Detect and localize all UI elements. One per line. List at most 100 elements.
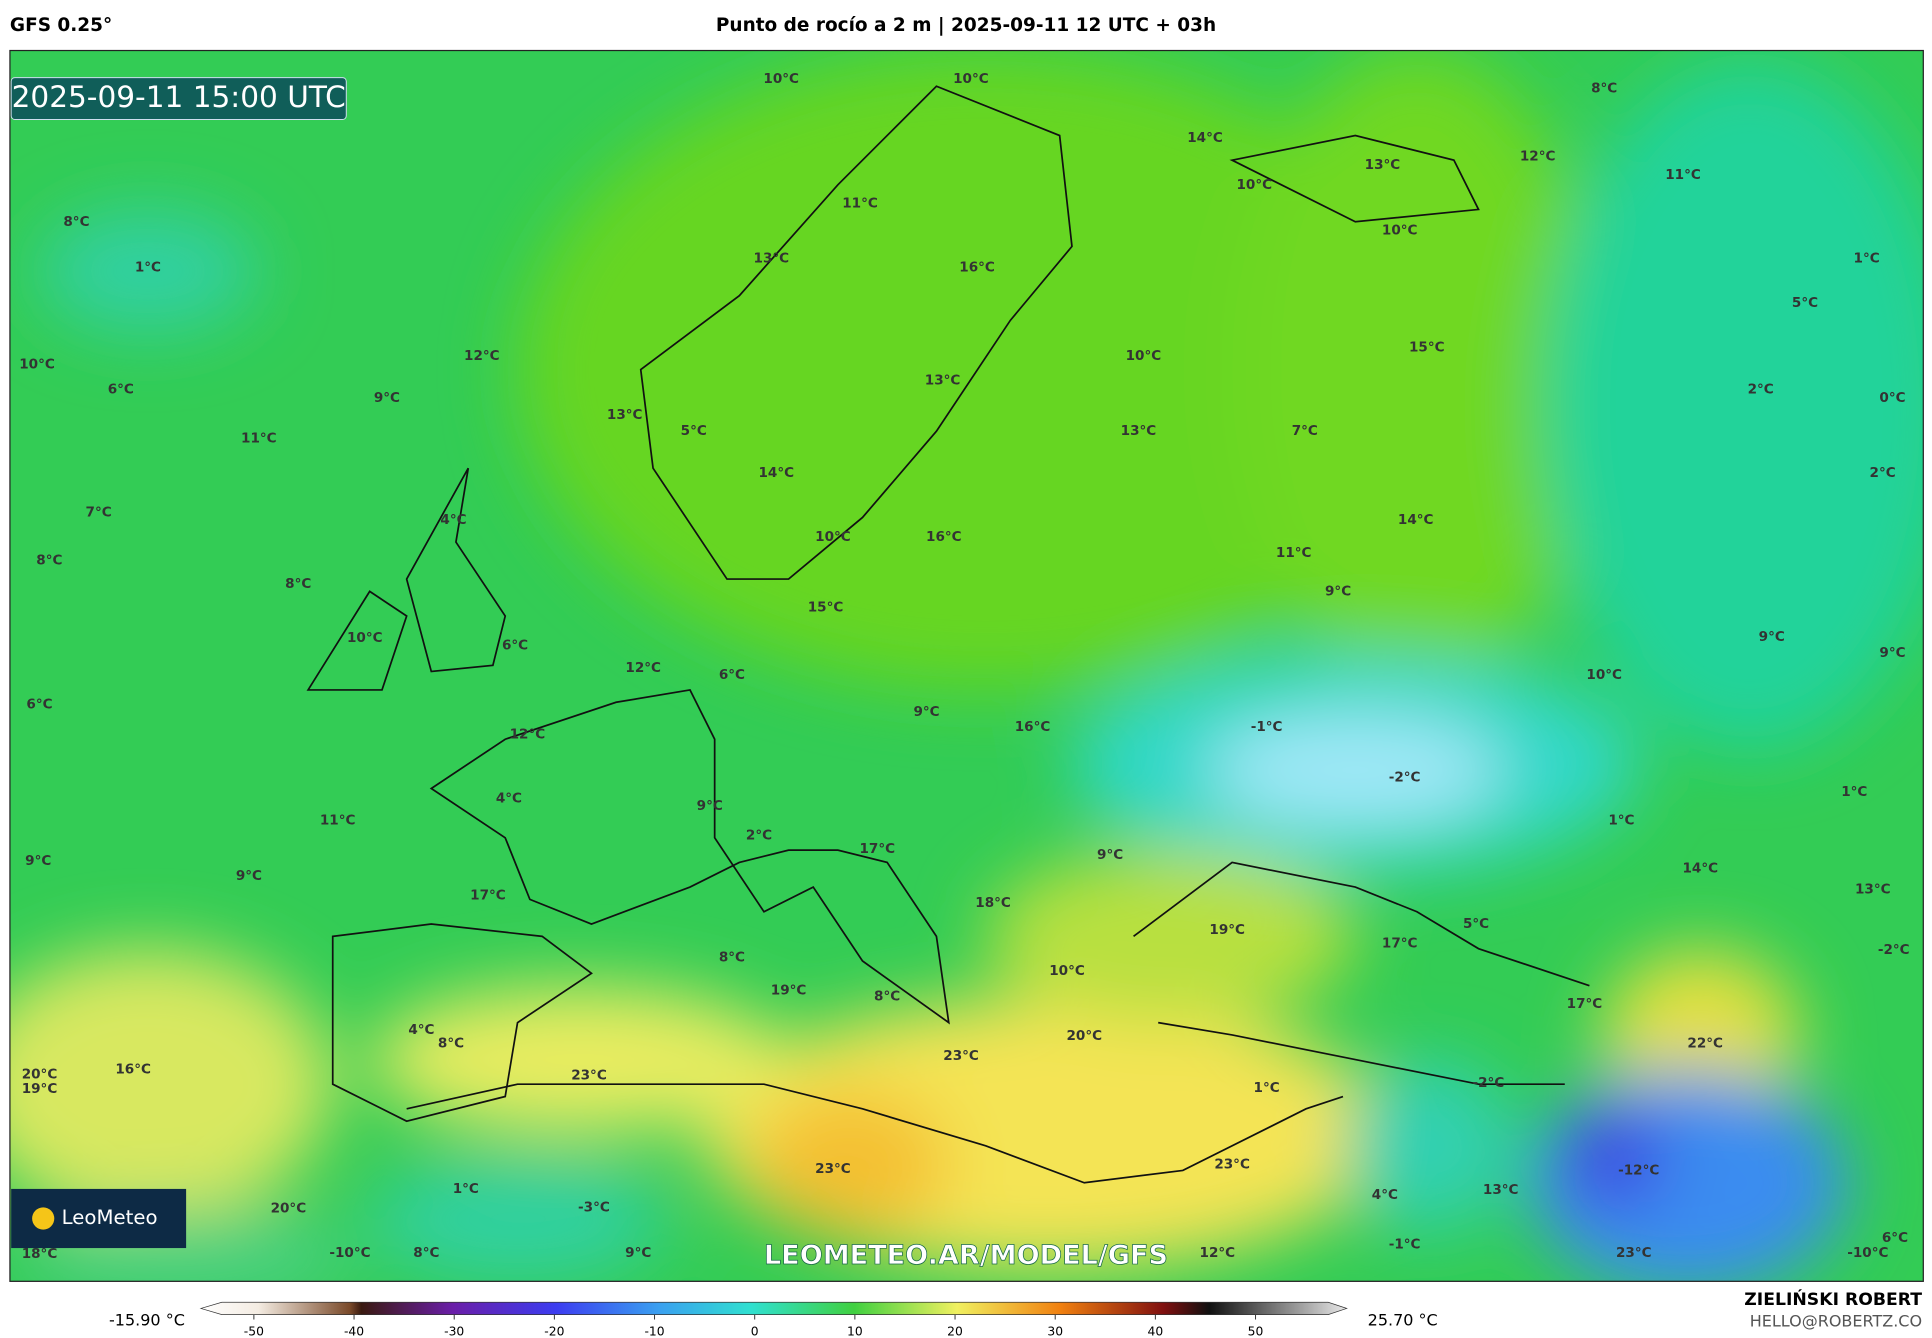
temperature-label: 19°C bbox=[22, 1081, 58, 1097]
temperature-label: 4°C bbox=[1372, 1187, 1398, 1203]
temperature-label: -2°C bbox=[1878, 942, 1910, 958]
temperature-label: 9°C bbox=[697, 798, 723, 814]
temperature-label: 9°C bbox=[236, 868, 262, 884]
temperature-label: 23°C bbox=[1616, 1245, 1652, 1261]
temperature-label: 10°C bbox=[1049, 963, 1085, 979]
logo-sun bbox=[32, 1207, 55, 1230]
colorbar-tick-label: 10 bbox=[847, 1324, 863, 1338]
temperature-label: 8°C bbox=[63, 214, 89, 230]
temperature-label: 18°C bbox=[22, 1246, 58, 1262]
temperature-label: 11°C bbox=[842, 195, 878, 211]
legend-min: -15.90 °C bbox=[109, 1310, 185, 1329]
temperature-label: 10°C bbox=[953, 71, 989, 87]
temperature-label: -1°C bbox=[1251, 719, 1283, 735]
colorbar-tick-label: 30 bbox=[1047, 1324, 1063, 1338]
field bbox=[9, 50, 1924, 1282]
temperature-label: 12°C bbox=[625, 660, 661, 676]
legend-max: 25.70 °C bbox=[1368, 1310, 1438, 1329]
temperature-label: 12°C bbox=[510, 726, 546, 742]
temperature-label: 6°C bbox=[108, 381, 134, 397]
temperature-label: 1°C bbox=[1254, 1080, 1280, 1096]
temperature-label: 10°C bbox=[815, 529, 851, 545]
temperature-label: 13°C bbox=[1855, 882, 1891, 898]
colorbar-tick-label: -10 bbox=[644, 1324, 664, 1338]
temperature-label: 13°C bbox=[1121, 423, 1157, 439]
temperature-label: -1°C bbox=[1389, 1236, 1421, 1252]
temperature-label: -10°C bbox=[329, 1245, 370, 1261]
temperature-label: 23°C bbox=[943, 1048, 979, 1064]
temperature-label: 23°C bbox=[815, 1161, 851, 1177]
temperature-label: 23°C bbox=[1214, 1156, 1250, 1172]
timestamp-box bbox=[10, 77, 347, 121]
contact: HELLO@ROBERTZ.CO bbox=[1750, 1311, 1922, 1330]
temperature-label: 1°C bbox=[453, 1181, 479, 1197]
temperature-labels: 10°C 10°C 8°C 14°C 13°C 12°C 11°C 10°C 10°C 11°C 8… bbox=[19, 71, 1909, 1262]
temperature-label: 14°C bbox=[1683, 861, 1719, 877]
temperature-label: 10°C bbox=[1237, 177, 1273, 193]
colorbar-tick-label: -40 bbox=[344, 1324, 364, 1338]
temperature-label: 8°C bbox=[413, 1245, 439, 1261]
temperature-label: 8°C bbox=[1591, 81, 1617, 97]
temperature-label: 12°C bbox=[1520, 148, 1556, 164]
temperature-label: -2°C bbox=[1473, 1075, 1505, 1091]
temperature-label: 10°C bbox=[1382, 222, 1418, 238]
temperature-label: 10°C bbox=[19, 357, 55, 373]
temperature-label: 5°C bbox=[1463, 916, 1489, 932]
temperature-label: 1°C bbox=[1854, 251, 1880, 267]
temperature-label: 11°C bbox=[1665, 167, 1701, 183]
colorbar-ticks: -50 -40 -30 -20 -10 0 10 20 30 40 50 bbox=[244, 1314, 1264, 1338]
colorbar-tick-label: 20 bbox=[947, 1324, 963, 1338]
temperature-label: 13°C bbox=[607, 407, 643, 423]
temperature-label: -10°C bbox=[1847, 1245, 1888, 1261]
temperature-label: 18°C bbox=[975, 895, 1011, 911]
temperature-label: 9°C bbox=[25, 853, 51, 869]
colorbar-tick-label: 40 bbox=[1148, 1324, 1164, 1338]
temperature-label: -12°C bbox=[1618, 1162, 1659, 1178]
temperature-label: 2°C bbox=[746, 827, 772, 843]
temperature-label: 11°C bbox=[320, 813, 356, 829]
temperature-label: 8°C bbox=[874, 989, 900, 1005]
temperature-label: 9°C bbox=[625, 1245, 651, 1261]
map-title: Punto de rocío a 2 m | 2025-09-11 12 UTC… bbox=[716, 15, 1216, 36]
temperature-label: 16°C bbox=[1015, 719, 1051, 735]
temperature-label: 16°C bbox=[926, 529, 962, 545]
temperature-label: -3°C bbox=[578, 1199, 610, 1215]
temperature-label: 17°C bbox=[860, 841, 896, 857]
temperature-label: 9°C bbox=[1097, 847, 1123, 863]
temperature-label: 10°C bbox=[1126, 348, 1162, 364]
temperature-label: 15°C bbox=[1409, 339, 1445, 355]
temperature-label: 14°C bbox=[1187, 130, 1223, 146]
temperature-label: 9°C bbox=[913, 704, 939, 720]
temperature-label: 1°C bbox=[1841, 784, 1867, 800]
temperature-label: 10°C bbox=[763, 71, 799, 87]
temperature-label: 6°C bbox=[1882, 1230, 1908, 1246]
map-frame bbox=[9, 49, 1924, 1282]
temperature-label: 13°C bbox=[925, 373, 961, 389]
timestamp: 2025-09-11 15:00 UTC bbox=[12, 80, 346, 114]
temperature-label: 14°C bbox=[1398, 512, 1434, 528]
temperature-label: 20°C bbox=[22, 1066, 58, 1082]
temperature-label: 10°C bbox=[347, 630, 383, 646]
logo: LeoMeteo bbox=[62, 1206, 158, 1229]
colorbar-tick-label: 0 bbox=[751, 1324, 759, 1338]
watermark: LEOMETEO.AR/MODEL/GFS bbox=[764, 1240, 1168, 1271]
model-name: GFS 0.25° bbox=[10, 15, 112, 36]
temperature-label: 2°C bbox=[1870, 465, 1896, 481]
colorbar-tick-label: -50 bbox=[244, 1324, 264, 1338]
temperature-label: 22°C bbox=[1687, 1036, 1723, 1052]
coastlines bbox=[306, 85, 1590, 1184]
temperature-label: 12°C bbox=[1200, 1245, 1236, 1261]
temperature-label: 6°C bbox=[26, 697, 52, 713]
temperature-label: 4°C bbox=[408, 1022, 434, 1038]
colorbar-tick-label: -20 bbox=[544, 1324, 564, 1338]
temperature-label: 4°C bbox=[496, 790, 522, 806]
temperature-label: 19°C bbox=[1209, 922, 1245, 938]
temperature-label: 11°C bbox=[1276, 545, 1312, 561]
temperature-label: 2°C bbox=[1748, 381, 1774, 397]
temperature-label: 19°C bbox=[771, 983, 807, 999]
temperature-label: 9°C bbox=[374, 390, 400, 406]
temperature-label: 8°C bbox=[36, 553, 62, 569]
temperature-label: 0°C bbox=[1879, 390, 1905, 406]
temperature-label: 12°C bbox=[464, 348, 500, 364]
